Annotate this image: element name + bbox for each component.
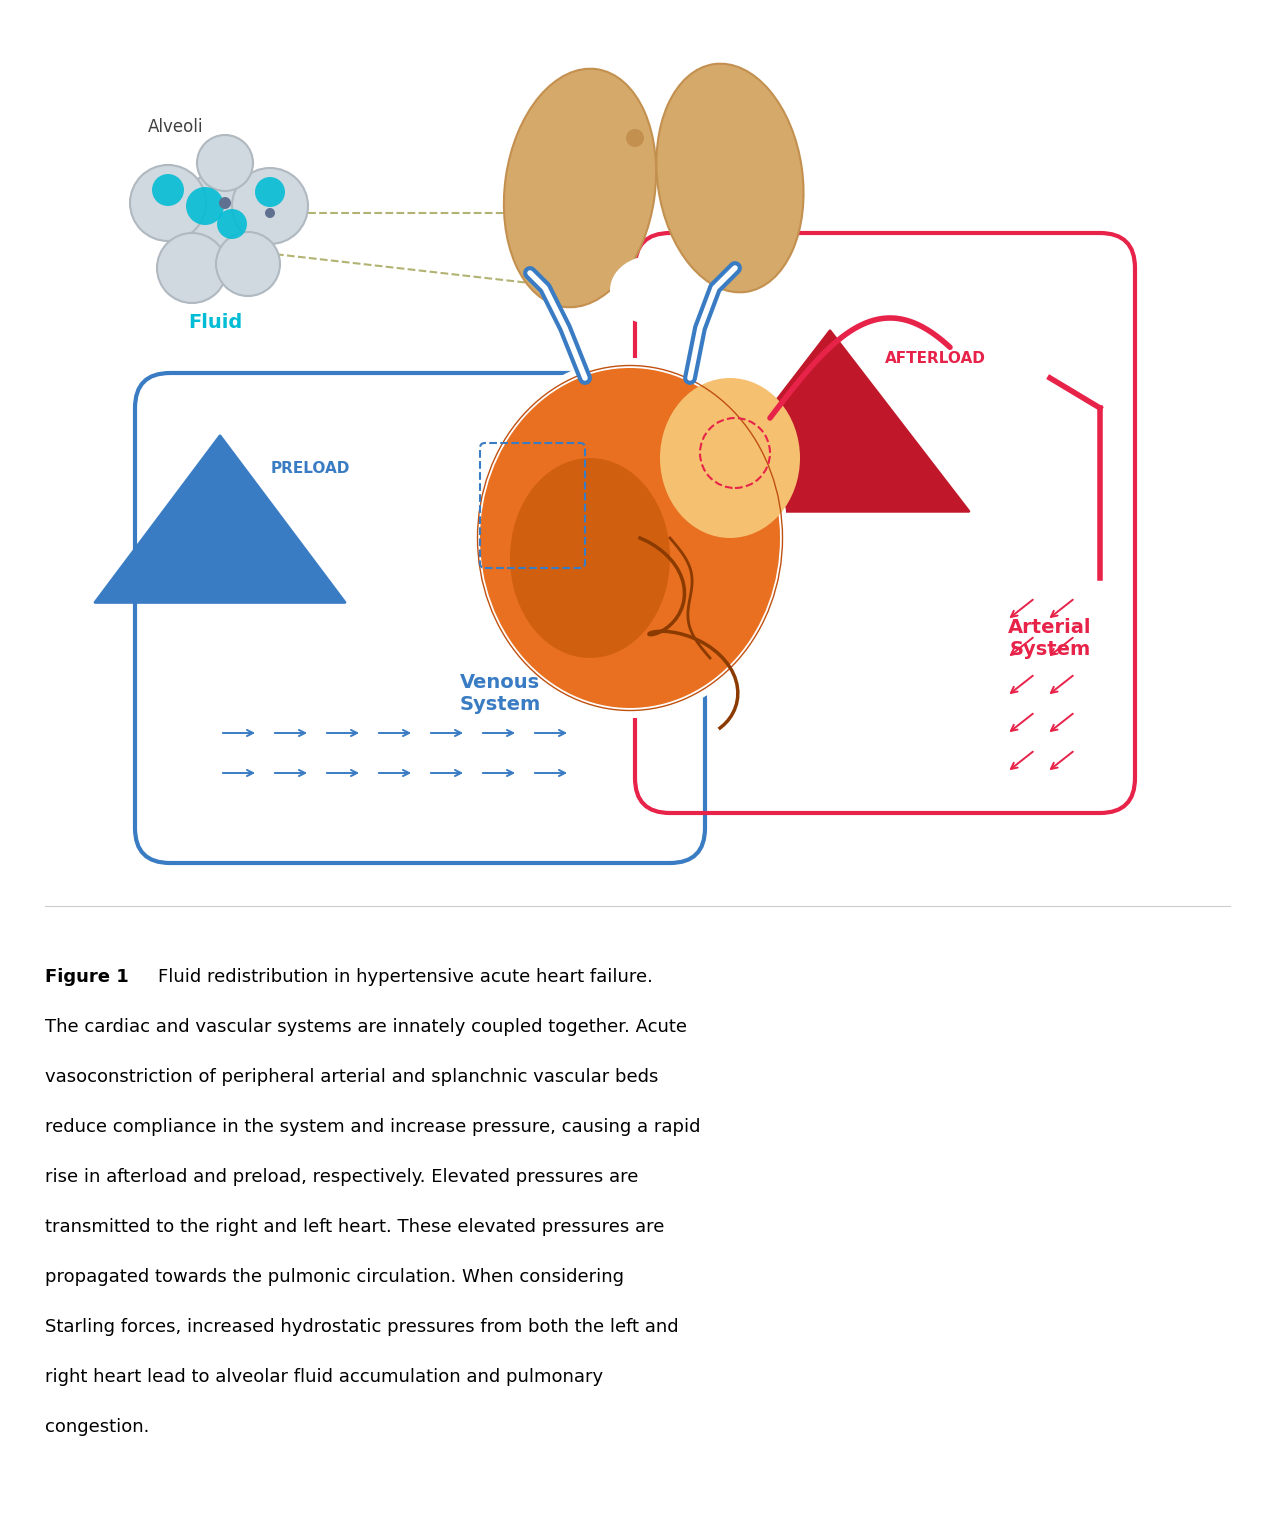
Text: Venous
System: Venous System [460, 672, 540, 714]
Ellipse shape [505, 69, 656, 307]
Text: Alveoli: Alveoli [148, 118, 204, 136]
Circle shape [232, 168, 308, 244]
Circle shape [219, 197, 231, 209]
Ellipse shape [510, 458, 670, 659]
Text: Starling forces, increased hydrostatic pressures from both the left and: Starling forces, increased hydrostatic p… [45, 1319, 679, 1335]
Text: Fluid redistribution in hypertensive acute heart failure.: Fluid redistribution in hypertensive acu… [158, 969, 652, 986]
Text: The cardiac and vascular systems are innately coupled together. Acute: The cardiac and vascular systems are inn… [45, 1018, 687, 1036]
Text: reduce compliance in the system and increase pressure, causing a rapid: reduce compliance in the system and incr… [45, 1118, 701, 1135]
Ellipse shape [610, 255, 699, 325]
Circle shape [175, 173, 265, 263]
Text: PRELOAD: PRELOAD [270, 460, 349, 475]
Text: propagated towards the pulmonic circulation. When considering: propagated towards the pulmonic circulat… [45, 1268, 624, 1287]
Circle shape [197, 134, 254, 191]
Text: congestion.: congestion. [45, 1418, 149, 1436]
Text: right heart lead to alveolar fluid accumulation and pulmonary: right heart lead to alveolar fluid accum… [45, 1368, 603, 1386]
Circle shape [130, 165, 206, 241]
Text: vasoconstriction of peripheral arterial and splanchnic vascular beds: vasoconstriction of peripheral arterial … [45, 1068, 659, 1086]
Text: Arterial
System: Arterial System [1008, 617, 1092, 659]
Text: transmitted to the right and left heart. These elevated pressures are: transmitted to the right and left heart.… [45, 1218, 664, 1236]
Circle shape [255, 177, 285, 206]
Text: Figure 1: Figure 1 [45, 969, 129, 986]
Ellipse shape [473, 358, 787, 718]
Text: rise in afterload and preload, respectively. Elevated pressures are: rise in afterload and preload, respectiv… [45, 1167, 638, 1186]
Circle shape [152, 174, 183, 206]
Circle shape [265, 208, 275, 219]
Ellipse shape [480, 368, 780, 707]
Ellipse shape [660, 377, 800, 538]
Text: Fluid: Fluid [187, 313, 242, 332]
Circle shape [217, 209, 247, 238]
Circle shape [157, 232, 227, 303]
Circle shape [217, 232, 280, 296]
Ellipse shape [656, 64, 804, 292]
Text: AFTERLOAD: AFTERLOAD [884, 350, 985, 365]
Circle shape [186, 186, 224, 225]
Circle shape [626, 128, 643, 147]
Ellipse shape [473, 358, 787, 718]
